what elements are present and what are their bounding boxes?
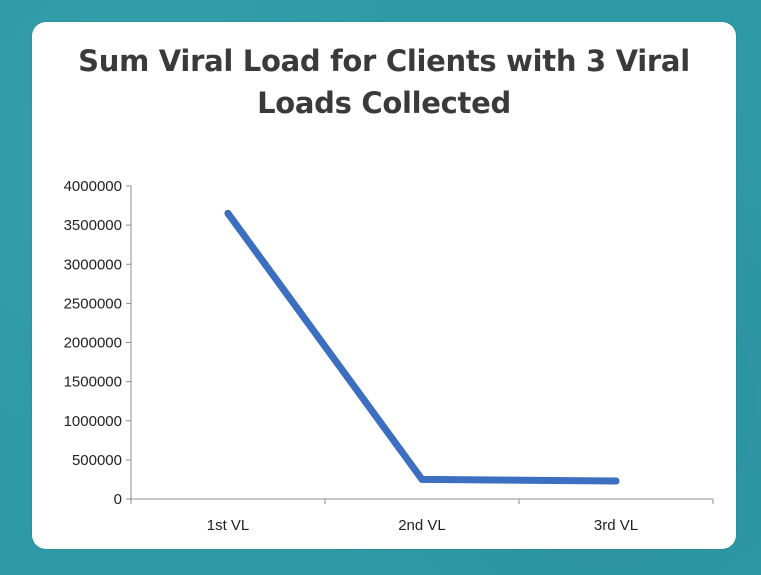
y-tick-label: 2500000	[64, 295, 122, 312]
x-tick-label: 3rd VL	[594, 517, 638, 534]
y-tick-label: 3000000	[64, 256, 122, 273]
x-tick-label: 1st VL	[207, 517, 250, 534]
data-point	[224, 209, 232, 217]
y-tick-label: 1000000	[64, 413, 122, 430]
y-tick-label: 2000000	[64, 335, 122, 352]
chart-title-line-2: Loads Collected	[257, 86, 511, 120]
y-tick-label: 500000	[72, 452, 122, 469]
y-tick-label: 4000000	[64, 178, 122, 195]
y-tick-label: 0	[114, 491, 122, 508]
x-tick-label: 2nd VL	[398, 517, 446, 534]
chart-title-line-1: Sum Viral Load for Clients with 3 Viral	[78, 44, 690, 78]
chart-title: Sum Viral Load for Clients with 3 Viral …	[32, 40, 736, 124]
chart-card: Sum Viral Load for Clients with 3 Viral …	[32, 22, 736, 549]
y-tick-label: 3500000	[64, 217, 122, 234]
series-line	[224, 209, 620, 485]
y-tick-label: 1500000	[64, 374, 122, 391]
data-point	[418, 475, 426, 483]
data-point	[612, 477, 620, 485]
